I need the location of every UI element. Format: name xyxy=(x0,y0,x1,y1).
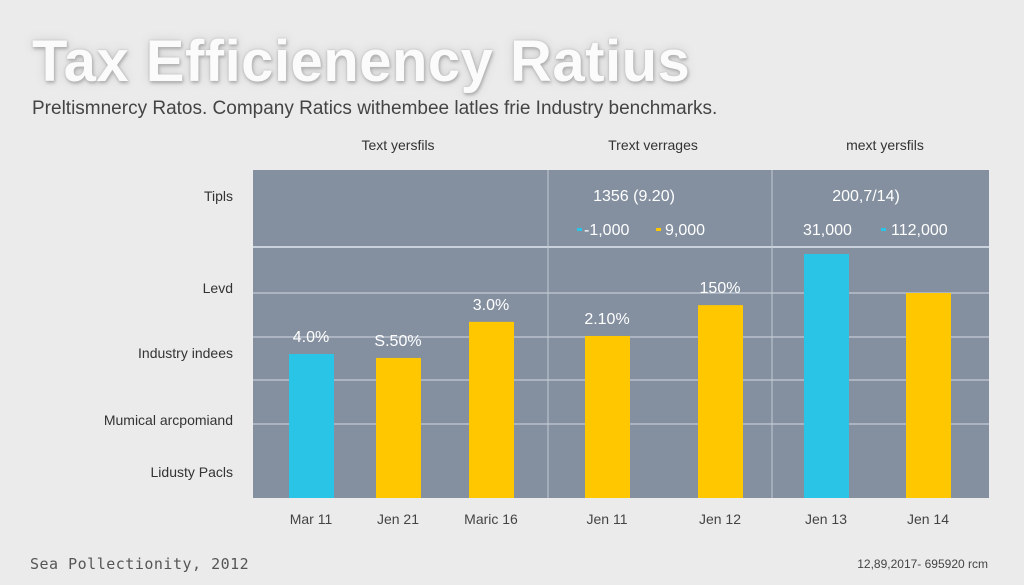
footer-source: Sea Pollectionity, 2012 xyxy=(30,555,250,573)
y-tick-label: Lidusty Pacls xyxy=(150,464,233,480)
x-tick-label: Jen 21 xyxy=(377,511,419,527)
header-values: 1356 (9.20) 200,7/14) -1,000 9,000 31,00… xyxy=(577,188,948,239)
data-label: 4.0% xyxy=(293,329,329,346)
data-label: 2.10% xyxy=(584,311,629,328)
bar-jen-11 xyxy=(585,335,630,498)
column-header-3: mext yersfils xyxy=(846,137,924,153)
x-tick-label: Jen 14 xyxy=(907,511,949,527)
footer-note: 12,89,2017- 695920 rcm xyxy=(857,557,988,571)
legend-label: 112,000 xyxy=(891,222,948,239)
y-tick-label: Tipls xyxy=(203,188,233,204)
x-tick-label: Jen 12 xyxy=(699,511,741,527)
header-value-1: 1356 (9.20) xyxy=(593,188,675,205)
x-tick-label: Maric 16 xyxy=(464,511,518,527)
y-tick-label: Mumical arcpomiand xyxy=(103,412,233,428)
legend-swatch-cyan xyxy=(881,228,886,231)
y-tick-label: Industry indees xyxy=(138,345,233,361)
y-tick-label: Levd xyxy=(202,280,233,296)
bar-jen-21 xyxy=(376,357,421,498)
data-label: 150% xyxy=(700,280,741,297)
bar-mar-11 xyxy=(289,354,334,498)
bar-jen-13 xyxy=(804,253,849,498)
x-tick-label: Jen 13 xyxy=(805,511,847,527)
legend-label: 9,000 xyxy=(665,222,705,239)
legend-swatch-cyan xyxy=(577,228,582,231)
chart-subtitle: Preltismnercy Ratos. Company Ratics with… xyxy=(32,98,718,119)
bar-maric-16 xyxy=(469,321,514,498)
legend-label: 31,000 xyxy=(803,222,852,239)
x-tick-labels: Mar 11 Jen 21 Maric 16 Jen 11 Jen 12 Jen 13 Je… xyxy=(290,511,949,527)
legend-swatch-yellow xyxy=(656,228,661,231)
data-label: 3.0% xyxy=(473,297,509,314)
legend-label: -1,000 xyxy=(584,222,629,239)
bars: 4.0% S.50% 3.0% 2.10% 150% xyxy=(289,253,951,498)
bar-jen-14 xyxy=(906,293,951,498)
data-label: S.50% xyxy=(374,333,421,350)
chart-title: Tax Efficienency Ratius xyxy=(32,29,691,94)
column-header-1: Text yersfils xyxy=(361,137,435,153)
x-tick-label: Mar 11 xyxy=(290,511,333,527)
header-value-2: 200,7/14) xyxy=(832,188,900,205)
bar-jen-12 xyxy=(698,305,743,498)
column-header-2: Trext verrages xyxy=(608,137,698,153)
x-tick-label: Jen 11 xyxy=(587,511,628,527)
